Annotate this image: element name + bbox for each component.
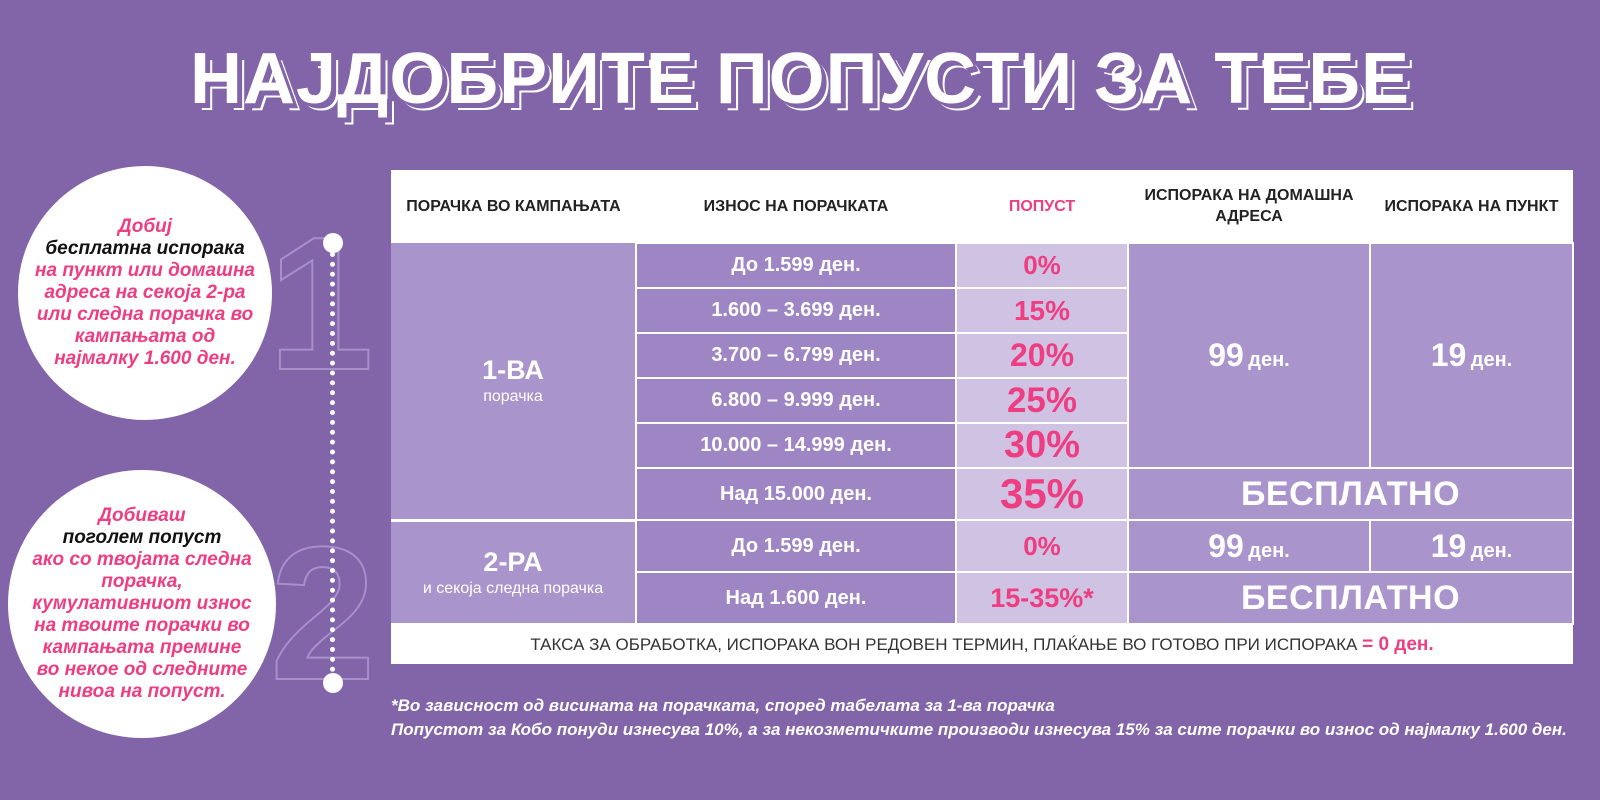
free-delivery-bubble: Добиј бесплатна испорака на пункт или до… [18,166,272,420]
header-order: ПОРАЧКА ВО КАМПАЊАТА [391,170,636,243]
fees-note: ТАКСА ЗА ОБРАБОТКА, ИСПОРАКА ВОН РЕДОВЕН… [391,624,1573,664]
amount-cell: 1.600 – 3.699 ден. [636,287,957,334]
connector-dot-bottom [323,673,343,693]
table-row: 3.700 – 6.799 ден. 20% [391,332,1573,379]
amount-cell: До 1.599 ден. [636,519,957,573]
free-delivery-label: БЕСПЛАТНО [1127,467,1574,521]
home-price-currency: ден. [1248,349,1290,371]
home-price-value: 99 [1208,527,1244,564]
first-order-label: 1-ВА [482,355,544,386]
amount-cell: Над 1.600 ден. [636,571,957,625]
amount-cell: До 1.599 ден. [636,242,957,289]
home-price-currency: ден. [1248,539,1290,562]
step-number-1: 1 [267,197,375,411]
discount-cell: 15% [955,287,1129,334]
discount-cell: 15-35%* [955,571,1129,625]
table-row: 2-РА и секоја следна порачка До 1.599 де… [391,519,1574,626]
footnotes: *Во зависност од висината на порачката, … [391,694,1571,742]
table-row: 6.800 – 9.999 ден. 25% [391,377,1573,424]
amount-cell: Над 15.000 ден. [636,467,957,521]
dotted-connector [330,252,335,682]
discount-cell: 0% [955,519,1129,573]
point-price-currency: ден. [1470,349,1513,371]
footnote-1: *Во зависност од висината на порачката, … [391,696,1055,715]
table-row: 1.600 – 3.699 ден. 15% [391,287,1573,334]
point-price-value: 19 [1430,337,1467,373]
discount-cell: 20% [955,332,1129,379]
discount-table: ПОРАЧКА ВО КАМПАЊАТА ИЗНОС НА ПОРАЧКАТА … [391,170,1574,664]
point-delivery-price: 19 ден. [1369,519,1574,573]
bubble1-highlight: бесплатна испорака [45,238,245,259]
amount-cell: 10.000 – 14.999 ден. [636,422,957,469]
bubble2-highlight: поголем попуст [62,527,222,548]
amount-cell: 6.800 – 9.999 ден. [636,377,957,424]
fees-text: ТАКСА ЗА ОБРАБОТКА, ИСПОРАКА ВОН РЕДОВЕН… [530,634,1358,654]
page-title: НАЈДОБРИТЕ ПОПУСТИ ЗА ТЕБЕ [190,39,1410,119]
discount-cell: 0% [955,242,1129,289]
connector-dot-top [323,233,343,253]
fees-value: = 0 ден. [1362,633,1434,655]
free-delivery-label: БЕСПЛАТНО [1127,571,1574,625]
table-row: Над 15.000 ден. 35% БЕСПЛАТНО [391,467,1574,521]
discount-cell: 30% [955,422,1129,469]
home-price-value: 99 [1208,337,1244,373]
discount-cell: 25% [955,377,1129,424]
table-row: 10.000 – 14.999 ден. 30% [391,422,1573,469]
amount-cell: 3.700 – 6.799 ден. [636,332,957,379]
home-delivery-price: 99 ден. [1127,242,1371,469]
header-home-delivery: ИСПОРАКА НА ДОМАШНА АДРЕСА [1128,170,1370,243]
first-order-sub: порачка [483,388,543,406]
step-number-2: 2 [269,507,377,721]
header-amount: ИЗНОС НА ПОРАЧКАТА [636,170,956,243]
discount-cell: 35% [955,467,1129,521]
home-delivery-price: 99 ден. [1127,519,1371,573]
bubble1-intro: Добиј [118,216,172,237]
point-price-value: 19 [1430,527,1467,564]
table-header-row: ПОРАЧКА ВО КАМПАЊАТА ИЗНОС НА ПОРАЧКАТА … [391,170,1573,243]
point-price-currency: ден. [1470,539,1513,562]
second-order-sub: и секоја следна порачка [422,579,604,597]
bubble2-text: ако со твојата следна порачка, кумулатив… [32,549,252,702]
second-order-label: 2-РА [483,546,543,577]
table-footer-row: ТАКСА ЗА ОБРАБОТКА, ИСПОРАКА ВОН РЕДОВЕН… [391,624,1573,664]
header-discount: ПОПУСТ [956,170,1128,243]
bigger-discount-bubble: Добиваш поголем попуст ако со твојата сл… [8,470,276,738]
second-order-cell: 2-РА и секоја следна порачка [391,520,637,626]
point-delivery-price: 19 ден. [1369,242,1574,469]
table-row: 1-ВА порачка До 1.599 ден. 0% 99 ден. 19… [391,242,1574,522]
first-order-cell: 1-ВА порачка [391,243,637,522]
footnote-2: Попустот за Кобо понуди изнесува 10%, а … [391,720,1567,739]
bubble2-intro: Добиваш [98,505,186,526]
header-point-delivery: ИСПОРАКА НА ПУНКТ [1370,170,1573,243]
bubble1-text: на пункт или домашна адреса на секоја 2-… [35,260,255,369]
table-row: Над 1.600 ден. 15-35%* БЕСПЛАТНО [391,571,1574,625]
